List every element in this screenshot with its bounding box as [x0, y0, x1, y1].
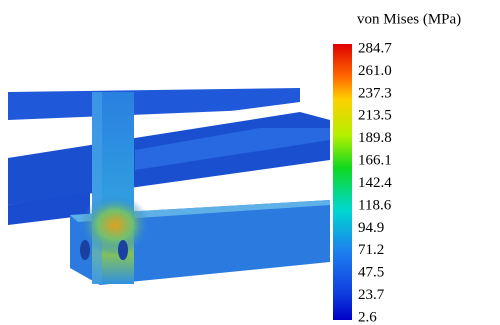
colorbar-tick-label: 2.6	[358, 309, 377, 325]
colorbar	[333, 44, 352, 320]
colorbar-tick-label: 261.0	[358, 63, 392, 79]
hole	[80, 240, 90, 260]
colorbar-tick-label: 23.7	[358, 287, 385, 303]
colorbar-tick-label: 166.1	[358, 153, 392, 169]
colorbar-tick-label: 237.3	[358, 85, 392, 101]
fea-render	[8, 88, 330, 285]
colorbar-tick-label: 284.7	[358, 40, 392, 56]
colorbar-tick-label: 47.5	[358, 265, 384, 281]
colorbar-tick-label: 118.6	[358, 197, 392, 213]
colorbar-title: von Mises (MPa)	[357, 11, 461, 27]
colorbar-tick-label: 71.2	[358, 242, 384, 258]
colorbar-tick-label: 94.9	[358, 220, 384, 236]
colorbar-tick-label: 142.4	[358, 175, 392, 191]
colorbar-tick-label: 213.5	[358, 108, 392, 124]
stress-hotspot	[80, 195, 150, 255]
figure: von Mises (MPa) 284.7 261.0 237.3 213.5 189.…	[0, 0, 500, 325]
column-edge	[92, 92, 102, 284]
hole	[118, 240, 128, 260]
colorbar-tick-label: 189.8	[358, 130, 392, 146]
